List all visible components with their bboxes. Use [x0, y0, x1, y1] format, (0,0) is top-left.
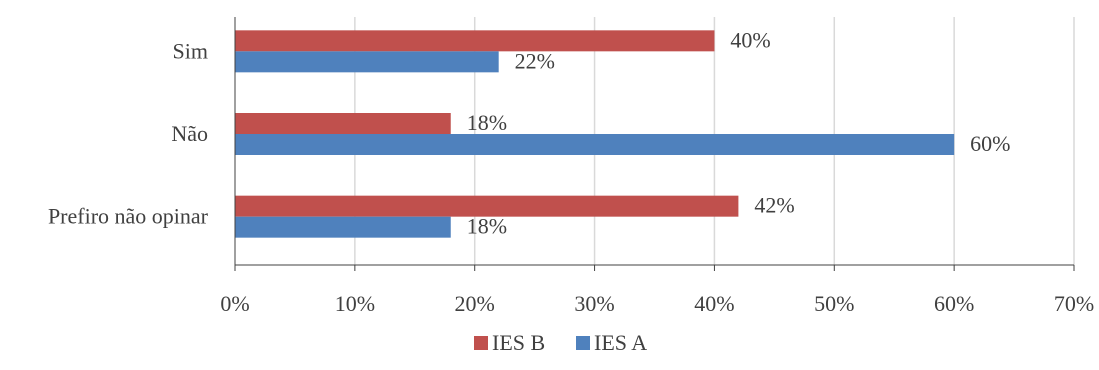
x-tick-label: 60%	[934, 291, 974, 316]
bar-ies-b	[235, 30, 715, 52]
x-tick-label: 20%	[455, 291, 495, 316]
x-tick-label: 10%	[335, 291, 375, 316]
bars	[235, 30, 955, 238]
x-tick-label: 30%	[574, 291, 614, 316]
category-label: Não	[171, 121, 208, 146]
category-label: Prefiro não opinar	[48, 204, 209, 229]
x-tick-label: 0%	[220, 291, 249, 316]
bar-ies-b	[235, 113, 451, 134]
legend-swatch	[474, 336, 488, 350]
data-label: 60%	[970, 131, 1010, 156]
labels: 0% 10% 20% 30% 40% 50% 60% 70% Sim 40% 22% Não 18% 60…	[48, 27, 1094, 316]
axes	[234, 17, 1075, 271]
data-label: 18%	[467, 110, 507, 135]
legend-swatch	[576, 336, 590, 350]
data-label: 40%	[730, 27, 770, 52]
bar-ies-b	[235, 195, 739, 217]
data-label: 18%	[467, 214, 507, 239]
bar-ies-a	[235, 51, 499, 73]
category-label: Sim	[173, 38, 208, 63]
x-tick-label: 50%	[814, 291, 854, 316]
bar-ies-a	[235, 134, 955, 155]
x-tick-label: 70%	[1054, 291, 1094, 316]
data-label: 22%	[515, 48, 555, 73]
data-label: 42%	[754, 193, 794, 218]
bar-ies-a	[235, 216, 451, 238]
legend-label: IES A	[594, 330, 647, 355]
x-tick-label: 40%	[694, 291, 734, 316]
legend: IES B IES A	[474, 330, 647, 355]
legend-label: IES B	[492, 330, 545, 355]
